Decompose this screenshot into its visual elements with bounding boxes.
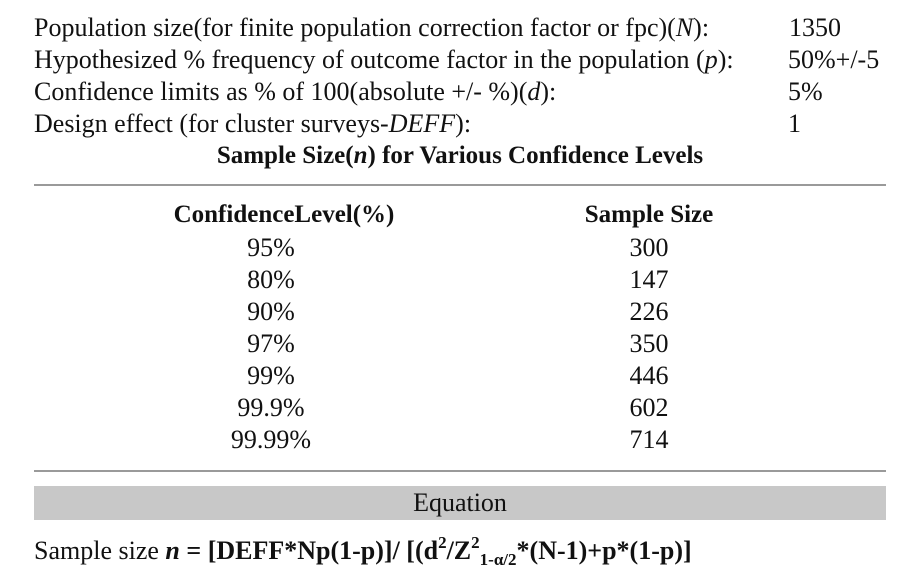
param-value-confidence-limits: 5% <box>788 77 823 106</box>
sample-size-cell: 147 <box>629 265 669 294</box>
header-sample-size: Sample Size <box>584 201 714 228</box>
sample-size-cell: 300 <box>629 233 669 262</box>
results-header-row: ConfidenceLevel(%) Sample Size <box>34 198 886 232</box>
equation-formula: Sample size n = [DEFF*Np(1-p)]/ [(d2/Z21… <box>34 533 692 569</box>
param-value-population-size: 1350 <box>789 13 841 42</box>
param-row-design-effect: Design effect (for cluster surveys-DEFF)… <box>34 108 886 140</box>
param-label-hypothesized-frequency: Hypothesized % frequency of outcome fact… <box>34 45 734 74</box>
confidence-level-cell: 97% <box>247 329 295 358</box>
confidence-level-cell: 99.99% <box>230 425 312 454</box>
table-row: 97% 350 <box>34 328 886 360</box>
sample-size-cell: 446 <box>629 361 669 390</box>
confidence-level-cell: 99.9% <box>237 393 305 422</box>
sample-size-cell: 350 <box>629 329 669 358</box>
param-value-design-effect: 1 <box>788 109 801 138</box>
param-row-hypothesized-frequency: Hypothesized % frequency of outcome fact… <box>34 44 886 76</box>
sample-size-cell: 714 <box>629 425 669 454</box>
equation-header: Equation <box>34 486 886 520</box>
equation-prefix: Sample size <box>34 536 166 565</box>
param-value-hypothesized-frequency: 50%+/-5 <box>788 45 880 74</box>
table-row: 90% 226 <box>34 296 886 328</box>
param-row-population-size: Population size(for finite population co… <box>34 12 886 44</box>
results-table: ConfidenceLevel(%) Sample Size 95% 300 8… <box>34 198 886 456</box>
results-body: 95% 300 80% 147 90% 226 97% 350 99% 446 … <box>34 232 886 456</box>
sample-size-report: Population size(for finite population co… <box>34 12 886 577</box>
header-confidence-level: ConfidenceLevel(%) <box>173 201 395 228</box>
table-row: 95% 300 <box>34 232 886 264</box>
divider-bottom <box>34 470 886 472</box>
table-row: 99.9% 602 <box>34 392 886 424</box>
sample-size-cell: 602 <box>629 393 669 422</box>
param-row-confidence-limits: Confidence limits as % of 100(absolute +… <box>34 76 886 108</box>
equation-n: n <box>165 536 180 565</box>
param-label-population-size: Population size(for finite population co… <box>34 13 710 42</box>
table-row: 80% 147 <box>34 264 886 296</box>
sample-size-cell: 226 <box>629 297 669 326</box>
section-title: Sample Size(n) for Various Confidence Le… <box>216 142 704 169</box>
divider-top <box>34 184 886 186</box>
confidence-level-cell: 80% <box>247 265 295 294</box>
confidence-level-cell: 90% <box>247 297 295 326</box>
confidence-level-cell: 95% <box>247 233 295 262</box>
table-row: 99% 446 <box>34 360 886 392</box>
confidence-level-cell: 99% <box>247 361 295 390</box>
table-row: 99.99% 714 <box>34 424 886 456</box>
param-label-design-effect: Design effect (for cluster surveys-DEFF)… <box>34 109 472 138</box>
param-label-confidence-limits: Confidence limits as % of 100(absolute +… <box>34 77 557 106</box>
parameters-block: Population size(for finite population co… <box>34 12 886 140</box>
